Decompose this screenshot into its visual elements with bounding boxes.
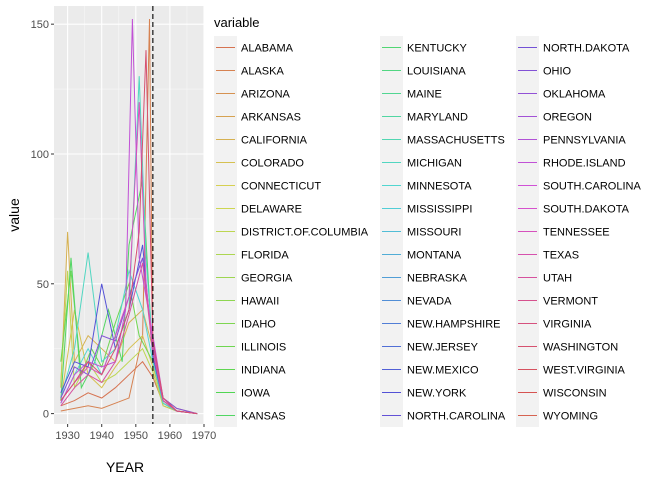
legend-label: ARKANSAS (241, 112, 301, 124)
legend-label: MONTANA (407, 250, 462, 262)
legend-label: ILLINOIS (241, 342, 286, 354)
legend-label: ARIZONA (241, 89, 291, 101)
legend-label: GEORGIA (241, 273, 293, 285)
legend-label: FLORIDA (241, 250, 289, 262)
legend-label: WISCONSIN (543, 388, 607, 400)
legend-label: NORTH.DAKOTA (543, 43, 630, 55)
y-tick-label: 150 (31, 19, 49, 31)
legend-label: NEW.MEXICO (407, 365, 479, 377)
x-tick-label: 1970 (192, 430, 216, 442)
legend-label: SOUTH.CAROLINA (543, 181, 641, 193)
legend-label: OKLAHOMA (543, 89, 606, 101)
legend-label: NEW.JERSEY (407, 342, 479, 354)
legend-label: RHODE.ISLAND (543, 158, 626, 170)
x-axis: 1930 1940 1950 1960 1970 (55, 424, 216, 442)
legend-label: NORTH.CAROLINA (407, 411, 506, 423)
legend-label: WEST.VIRGINIA (543, 365, 626, 377)
legend: ALABAMA ALASKA ARIZONA ARKANSAS CALIFORNIA CO… (214, 36, 641, 427)
legend-label: OHIO (543, 66, 572, 78)
legend-label: UTAH (543, 273, 572, 285)
legend-label: MARYLAND (407, 112, 468, 124)
legend-label: WYOMING (543, 411, 598, 423)
legend-label: DELAWARE (241, 204, 302, 216)
x-tick-label: 1950 (124, 430, 148, 442)
legend-label: MASSACHUSETTS (407, 135, 505, 147)
y-axis: 0 50 100 150 (31, 19, 54, 421)
legend-label: OREGON (543, 112, 592, 124)
series-line-minnesota (60, 268, 198, 415)
legend-label: INDIANA (241, 365, 286, 377)
legend-label: IDAHO (241, 319, 276, 331)
legend-label: COLORADO (241, 158, 304, 170)
legend-label: CONNECTICUT (241, 181, 321, 193)
legend-label: KANSAS (241, 411, 286, 423)
series-layer (60, 18, 198, 415)
legend-label: NEBRASKA (407, 273, 468, 285)
legend-label: TEXAS (543, 250, 579, 262)
x-tick-label: 1930 (55, 430, 79, 442)
y-tick-label: 50 (37, 279, 49, 291)
legend-label: NEW.HAMPSHIRE (407, 319, 501, 331)
legend-label: DISTRICT.OF.COLUMBIA (241, 227, 369, 239)
legend-label: CALIFORNIA (241, 135, 308, 147)
y-tick-label: 0 (43, 409, 49, 421)
legend-label: ALABAMA (241, 43, 294, 55)
legend-label: MISSISSIPPI (407, 204, 472, 216)
series-line-utah (60, 262, 198, 415)
legend-label: VERMONT (543, 296, 598, 308)
legend-label: IOWA (241, 388, 271, 400)
y-tick-label: 100 (31, 149, 49, 161)
legend-label: WASHINGTON (543, 342, 618, 354)
legend-label: ALASKA (241, 66, 284, 78)
series-line-district.of.columbia (60, 270, 198, 415)
legend-label: MAINE (407, 89, 442, 101)
legend-label: NEW.YORK (407, 388, 467, 400)
x-tick-label: 1960 (158, 430, 182, 442)
legend-label: LOUISIANA (407, 66, 466, 78)
legend-label: MINNESOTA (407, 181, 472, 193)
legend-label: SOUTH.DAKOTA (543, 204, 630, 216)
legend-label: HAWAII (241, 296, 279, 308)
x-tick-label: 1940 (89, 430, 113, 442)
series-line-washington (60, 50, 198, 415)
legend-label: KENTUCKY (407, 43, 468, 55)
x-axis-title: YEAR (106, 459, 144, 475)
y-axis-title: value (6, 198, 22, 232)
legend-title: variable (214, 15, 260, 30)
legend-label: NEVADA (407, 296, 452, 308)
legend-label: VIRGINIA (543, 319, 592, 331)
legend-label: TENNESSEE (543, 227, 610, 239)
legend-label: PENNSYLVANIA (543, 135, 626, 147)
legend-label: MISSOURI (407, 227, 461, 239)
legend-label: MICHIGAN (407, 158, 462, 170)
